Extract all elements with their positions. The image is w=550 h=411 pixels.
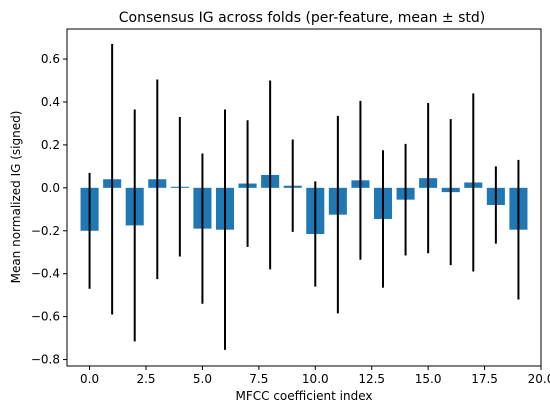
- x-tick-label: 17.5: [471, 372, 498, 386]
- x-tick-label: 15.0: [415, 372, 442, 386]
- x-tick-label: 7.5: [249, 372, 268, 386]
- errorbars-layer: [88, 44, 520, 350]
- y-tick-label: −0.8: [31, 353, 60, 367]
- x-tick-label: 12.5: [358, 372, 385, 386]
- y-tick-label: 0.6: [41, 52, 60, 66]
- x-tick-label: 2.5: [136, 372, 155, 386]
- x-tick-label: 10.0: [302, 372, 329, 386]
- y-tick-label: 0.0: [41, 181, 60, 195]
- y-tick-label: 0.2: [41, 138, 60, 152]
- y-axis-label: Mean normalized IG (signed): [9, 111, 23, 284]
- plot-frame: [66, 28, 542, 367]
- x-axis-label: MFCC coefficient index: [235, 389, 372, 403]
- chart-title: Consensus IG across folds (per-feature, …: [119, 10, 485, 26]
- x-tick-label: 20.0: [528, 372, 550, 386]
- y-tick-label: −0.4: [31, 267, 60, 281]
- y-tick-label: −0.2: [31, 224, 60, 238]
- y-tick-label: −0.6: [31, 310, 60, 324]
- y-tick-label: 0.4: [41, 95, 60, 109]
- x-tick-label: 0.0: [80, 372, 99, 386]
- x-axis-ticks: 0.0 2.5 5.0 7.5 10.0 12.5 15.0 17.5 20.0: [80, 366, 550, 386]
- y-axis-ticks: −0.8 −0.6 −0.4 −0.2 0.0 0.2 0.4 0.6: [31, 52, 67, 367]
- bars-layer: [80, 174, 528, 234]
- x-tick-label: 5.0: [193, 372, 212, 386]
